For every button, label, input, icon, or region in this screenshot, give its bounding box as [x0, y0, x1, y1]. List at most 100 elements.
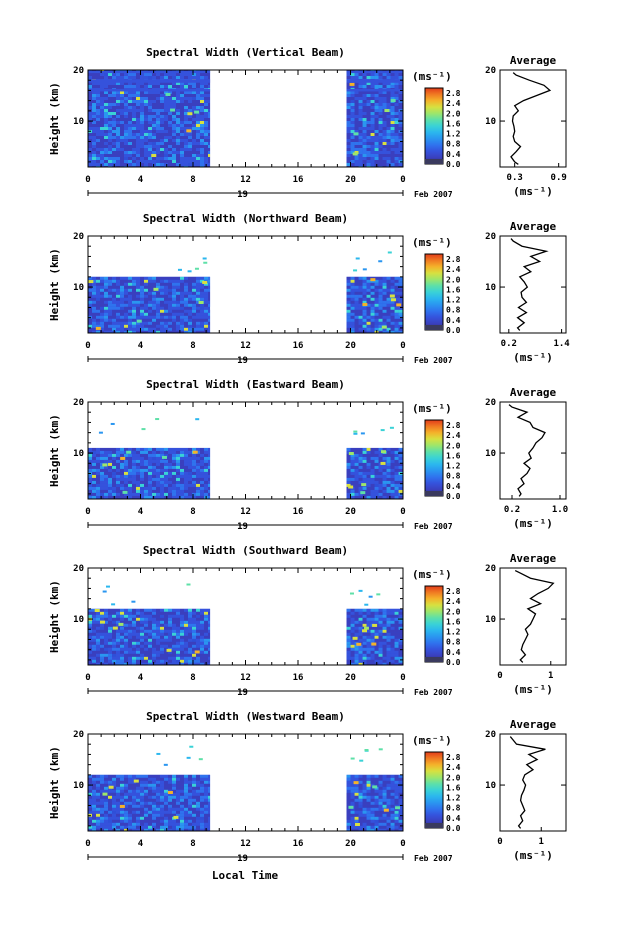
heatmap-cell	[180, 475, 184, 478]
heatmap-cell	[375, 289, 379, 292]
heatmap-cell	[208, 100, 210, 103]
heatmap-cell	[152, 487, 156, 490]
heatmap-cell	[132, 289, 136, 292]
heatmap-cell	[92, 85, 96, 88]
heatmap-cell	[155, 418, 159, 420]
heatmap-cell	[375, 636, 379, 639]
heatmap-cell	[120, 811, 124, 814]
heatmap-cell	[184, 775, 188, 778]
heatmap-cell	[367, 163, 371, 166]
heatmap-cell	[176, 322, 180, 325]
heatmap-cell	[371, 630, 375, 633]
heatmap-cell	[367, 484, 371, 487]
heatmap-cell	[96, 475, 100, 478]
heatmap-cell	[112, 148, 116, 151]
heatmap-cell	[152, 484, 156, 487]
heatmap-cell	[124, 133, 128, 136]
heatmap-cell	[184, 136, 188, 139]
heatmap-cell	[188, 805, 192, 808]
heatmap-cell	[180, 118, 184, 121]
heatmap-cell	[96, 630, 100, 633]
heatmap-cell	[144, 151, 148, 154]
heatmap-cell	[136, 325, 140, 328]
heatmap-cell	[399, 319, 403, 322]
heatmap-cell	[172, 286, 176, 289]
heatmap-cell	[387, 645, 391, 648]
heatmap-cell	[363, 310, 367, 313]
heatmap-cell	[176, 154, 180, 157]
heatmap-cell	[200, 289, 204, 292]
heatmap-cell	[124, 654, 128, 657]
colorbar-tick-label: 2.0	[446, 441, 461, 450]
heatmap-cell	[192, 148, 196, 151]
heatmap-cell	[347, 142, 351, 145]
heatmap-cell	[359, 91, 363, 94]
heatmap-cell	[188, 811, 192, 814]
heatmap-cell	[164, 139, 168, 142]
heatmap-cell	[363, 307, 367, 310]
heatmap-cell	[188, 478, 192, 481]
heatmap-cell	[160, 478, 164, 481]
heatmap-cell	[351, 163, 355, 166]
heatmap-cell	[208, 481, 210, 484]
y-tick-label: 10	[73, 449, 84, 459]
heatmap-cell	[379, 148, 383, 151]
colorbar-tick-label: 2.4	[446, 265, 461, 274]
heatmap-cell	[387, 322, 391, 325]
heatmap-cell	[371, 313, 375, 316]
heatmap-cell	[399, 615, 403, 618]
heatmap-cell	[200, 133, 204, 136]
heatmap-cell	[200, 112, 204, 115]
heatmap-cell	[160, 109, 164, 112]
heatmap-cell	[399, 112, 403, 115]
profile-x-tick-label: 1	[548, 671, 553, 681]
heatmap-cell	[116, 154, 120, 157]
heatmap-cell	[128, 805, 132, 808]
heatmap-cell	[156, 469, 160, 472]
heatmap-cell	[112, 277, 116, 280]
heatmap-cell	[208, 484, 210, 487]
y-tick-label: 20	[73, 66, 84, 76]
heatmap-cell	[208, 811, 210, 814]
x-tick-label: 8	[190, 673, 195, 683]
heatmap-cell	[395, 639, 399, 642]
heatmap-cell	[168, 481, 172, 484]
heatmap-cell	[92, 316, 96, 319]
heatmap-cell	[164, 627, 168, 630]
heatmap-cell	[208, 151, 210, 154]
heatmap-cell	[351, 654, 355, 657]
heatmap-cell	[375, 106, 379, 109]
heatmap-cell	[156, 490, 160, 493]
heatmap-cell	[387, 130, 391, 133]
heatmap-cell	[196, 781, 200, 784]
heatmap-cell	[140, 775, 144, 778]
heatmap-cell	[176, 802, 180, 805]
heatmap-cell	[160, 639, 164, 642]
heatmap-cell	[96, 657, 100, 660]
heatmap-cell	[148, 127, 152, 130]
heatmap-cell	[363, 100, 367, 103]
heatmap-cell	[375, 73, 379, 76]
heatmap-cell	[124, 472, 128, 475]
heatmap-cell	[383, 621, 387, 624]
heatmap-cell	[160, 289, 164, 292]
heatmap-cell	[104, 163, 108, 166]
heatmap-cell	[92, 103, 96, 106]
heatmap-cell	[367, 94, 371, 97]
heatmap-cell	[395, 148, 399, 151]
profile-y-tick-label: 20	[485, 232, 496, 242]
heatmap-cell	[156, 139, 160, 142]
heatmap-cell	[351, 319, 355, 322]
heatmap-cell	[120, 466, 124, 469]
heatmap-cell	[104, 325, 108, 328]
heatmap-cell	[100, 636, 104, 639]
heatmap-cell	[136, 624, 140, 627]
heatmap-cell	[176, 304, 180, 307]
heatmap-cell	[148, 130, 152, 133]
heatmap-cell	[172, 307, 176, 310]
heatmap-cell	[196, 487, 200, 490]
profile-y-tick-label: 10	[485, 449, 496, 459]
heatmap-cell	[116, 778, 120, 781]
heatmap-cell	[152, 793, 156, 796]
heatmap-cell	[144, 283, 148, 286]
